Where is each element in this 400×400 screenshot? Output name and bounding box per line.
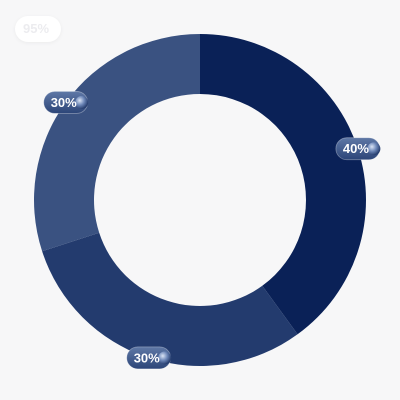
- slice-label-knob-3: [75, 95, 89, 109]
- slice-label-2: 30%: [126, 346, 172, 370]
- donut-slices: [33, 33, 366, 366]
- slice-label-text-1: 40%: [343, 141, 369, 156]
- slice-label-1: 40%: [335, 137, 381, 161]
- donut-labels: 40% 30% 30%: [43, 91, 381, 370]
- slice-label-text-2: 30%: [134, 350, 160, 365]
- slice-label-text-3: 30%: [51, 95, 77, 110]
- slice-label-knob-1: [367, 142, 381, 156]
- donut-slice-2[interactable]: [42, 232, 298, 366]
- donut-slice-3[interactable]: [33, 33, 201, 252]
- donut-slice-1[interactable]: [200, 34, 366, 335]
- corner-value-badge: 95%: [15, 16, 61, 42]
- slice-label-3: 30%: [43, 91, 89, 114]
- slice-label-knob-2: [158, 351, 172, 365]
- corner-value-badge-text: 95%: [23, 21, 50, 36]
